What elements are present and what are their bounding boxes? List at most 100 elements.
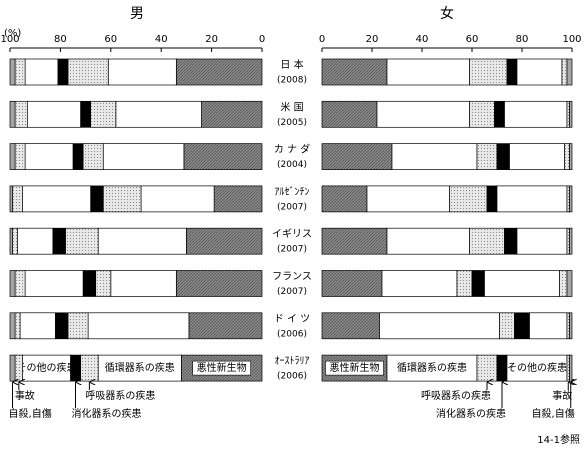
bar-segment <box>115 100 202 128</box>
bar-segment <box>14 312 21 340</box>
x-tick-label: 100 <box>0 34 19 45</box>
bar-segment <box>499 312 515 340</box>
bar-segment <box>107 58 177 86</box>
category-year: (2008) <box>277 76 307 86</box>
x-tick-label: 100 <box>562 34 581 45</box>
bar-segment <box>67 312 89 340</box>
bar-segment <box>476 354 498 382</box>
x-tick-label: 40 <box>416 34 429 45</box>
bar-segment <box>321 58 388 86</box>
chart-title: 男 <box>130 6 144 22</box>
bar-segment <box>97 227 187 255</box>
bar-segment <box>506 58 518 86</box>
axis-label: (%) <box>4 28 21 39</box>
bar-segment <box>566 100 570 128</box>
category-label: フランス <box>272 271 312 283</box>
segment-label: その他の疾患 <box>507 361 567 374</box>
category-label: 米 国 <box>280 100 303 113</box>
bar-segment <box>95 270 112 297</box>
bar-segment <box>449 185 488 213</box>
bar-segment <box>90 100 117 128</box>
bar-segment <box>102 143 185 170</box>
chart-title: 女 <box>440 5 454 22</box>
bar-segment <box>186 227 263 255</box>
bar-segment <box>9 312 16 340</box>
bar-segment <box>569 227 573 255</box>
bar-segment <box>386 58 470 86</box>
category-year: (2006) <box>277 372 307 382</box>
bar-segment <box>566 185 570 213</box>
bar-segment <box>22 185 91 213</box>
bar-segment <box>471 270 485 297</box>
bar-segment <box>496 185 568 213</box>
bar-segment <box>321 312 380 340</box>
bar-segment <box>14 143 26 170</box>
bar-segment <box>569 354 573 382</box>
bar-segment <box>566 312 570 340</box>
bar-segment <box>569 100 573 128</box>
category-label: ｱﾙｾﾞﾝﾁﾝ <box>275 186 310 198</box>
label-box <box>325 360 384 376</box>
bar-segment <box>566 270 573 297</box>
segment-label: 悪性新生物 <box>330 361 380 374</box>
bar-segment <box>87 312 190 340</box>
bar-segment <box>140 185 215 213</box>
bar-segment <box>566 58 573 86</box>
bar-segment <box>14 58 26 86</box>
callout-label: 消化器系の疾患 <box>436 407 506 420</box>
bar-segment <box>12 227 18 255</box>
bar-segment <box>67 58 109 86</box>
category-label: 日 本 <box>280 58 303 71</box>
bar-segment <box>514 312 530 340</box>
bar-segment <box>27 100 81 128</box>
bar-segment <box>90 185 104 213</box>
bar-segment <box>566 227 570 255</box>
bar-segment <box>569 312 573 340</box>
bar-segment <box>14 354 23 382</box>
bar-segment <box>376 100 470 128</box>
callout-label: 自殺,自傷 <box>532 407 575 420</box>
bar-segment <box>529 312 568 340</box>
bar-segment <box>17 227 54 255</box>
bar-segment <box>321 143 393 170</box>
bar-segment <box>24 143 74 170</box>
bar-segment <box>496 143 510 170</box>
bar-segment <box>22 354 71 382</box>
callout-label: 消化器系の疾患 <box>72 407 142 420</box>
category-year: (2005) <box>277 118 307 128</box>
bar-segment <box>504 227 518 255</box>
segment-label: 循環器系の疾患 <box>397 361 467 374</box>
segment-label: 循環器系の疾患 <box>105 361 175 374</box>
x-tick-label: 80 <box>516 34 529 45</box>
x-tick-label: 80 <box>54 34 67 45</box>
callout-label: 事故 <box>552 389 572 402</box>
bar-segment <box>82 270 97 297</box>
bar-segment <box>504 100 568 128</box>
bar-segment <box>516 227 568 255</box>
bar-segment <box>469 58 508 86</box>
bar-segment <box>321 100 378 128</box>
x-tick-label: 0 <box>259 34 265 45</box>
bar-segment <box>52 227 66 255</box>
bar-segment <box>188 312 263 340</box>
x-tick-label: 20 <box>366 34 379 45</box>
bar-segment <box>469 100 495 128</box>
bar-segment <box>561 58 568 86</box>
bar-segment <box>82 143 104 170</box>
bar-segment <box>14 100 28 128</box>
bar-segment <box>484 270 560 297</box>
bar-segment <box>9 185 13 213</box>
bar-segment <box>496 354 508 382</box>
bar-segment <box>321 270 383 297</box>
bar-segment <box>486 185 498 213</box>
bar-segment <box>516 58 563 86</box>
bar-segment <box>9 354 16 382</box>
category-label: イギリス <box>272 228 312 240</box>
bar-segment <box>14 270 26 297</box>
bar-segment <box>19 312 56 340</box>
bar-segment <box>9 227 13 255</box>
bar-segment <box>569 185 573 213</box>
segment-label: その他の疾患 <box>17 361 77 374</box>
bar-segment <box>80 100 91 128</box>
